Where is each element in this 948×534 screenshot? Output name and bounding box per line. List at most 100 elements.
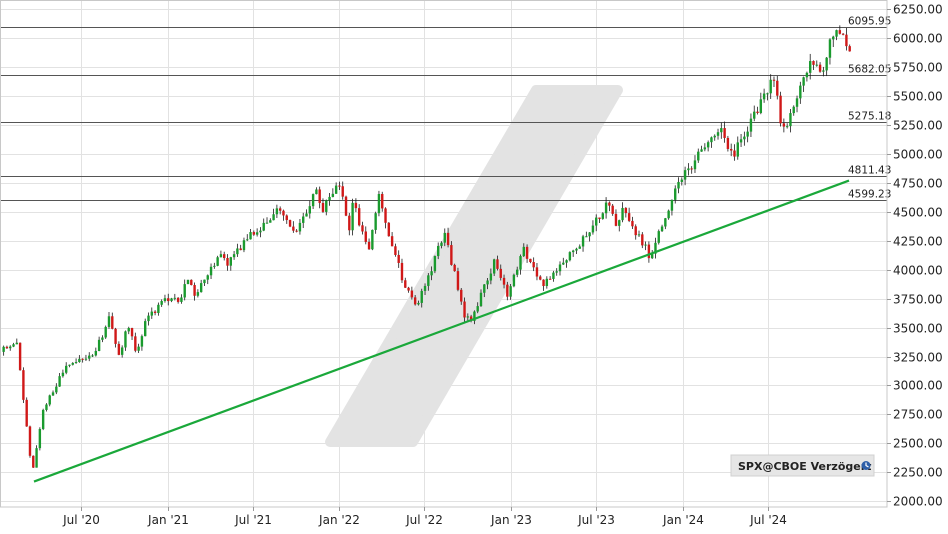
candle-down — [647, 244, 651, 259]
candle-up — [71, 363, 74, 365]
candle-up — [170, 298, 173, 302]
candle-down — [111, 316, 114, 329]
candle-down — [364, 231, 367, 242]
candle-up — [700, 149, 703, 152]
candle-up — [272, 214, 275, 221]
candle-down — [130, 328, 134, 337]
candle-up — [552, 272, 555, 279]
candle-up — [785, 126, 789, 128]
candle-up — [759, 99, 763, 114]
candle-up — [275, 208, 279, 215]
candle-down — [631, 220, 634, 227]
y-tick-label: 5000.00 — [893, 148, 943, 162]
candle-down — [729, 148, 733, 151]
candle-up — [74, 362, 78, 364]
candle-down — [285, 215, 288, 221]
candle-down — [361, 225, 364, 232]
candle-up — [328, 196, 331, 201]
watermark-logo — [325, 85, 623, 447]
candle-up — [173, 297, 177, 299]
candle-up — [430, 271, 433, 276]
candle-down — [548, 278, 552, 280]
horizontal-levels: 6095.95 5682.05 5275.18 4811.43 4599.23 — [0, 16, 891, 201]
candle-up — [302, 216, 305, 223]
candle-up — [545, 278, 549, 287]
candle-up — [249, 232, 252, 240]
y-tick-label: 5250.00 — [893, 119, 943, 133]
candle-up — [213, 265, 216, 267]
candle-up — [618, 220, 621, 226]
candle-up — [571, 250, 575, 253]
candle-up — [585, 236, 588, 238]
candle-up — [677, 181, 680, 189]
candle-down — [341, 186, 344, 197]
candle-up — [693, 160, 697, 170]
candle-down — [453, 264, 456, 272]
candle-down — [5, 346, 9, 349]
candle-up — [259, 230, 262, 233]
y-axis: 2000.00 2250.00 2500.00 2750.00 3000.00 3250.… — [887, 3, 943, 509]
candle-down — [357, 208, 361, 226]
candle-down — [733, 150, 736, 157]
candle-up — [35, 448, 38, 468]
candle-down — [153, 311, 157, 313]
candle-up — [45, 404, 48, 410]
candle-up — [48, 395, 51, 405]
candle-down — [818, 64, 822, 72]
candle-down — [502, 277, 506, 285]
candle-up — [78, 358, 81, 363]
candle-down — [190, 279, 193, 286]
candle-up — [436, 245, 440, 257]
candle-up — [716, 132, 720, 136]
y-tick-label: 2250.00 — [893, 466, 943, 480]
candle-up — [144, 321, 147, 337]
candle-down — [535, 267, 539, 277]
candle-up — [137, 346, 140, 351]
candle-up — [377, 194, 381, 214]
candle-up — [41, 409, 45, 430]
candle-up — [687, 168, 690, 171]
candle-up — [601, 213, 605, 219]
candle-up — [104, 326, 107, 338]
y-tick-label: 3500.00 — [893, 322, 943, 336]
candle-down — [193, 285, 196, 296]
candle-up — [183, 284, 186, 298]
candle-up — [236, 248, 239, 255]
candle-down — [278, 208, 282, 211]
candle-up — [835, 30, 838, 37]
candle-up — [242, 240, 246, 251]
candle-up — [802, 77, 805, 86]
candle-up — [101, 337, 104, 340]
candle-up — [825, 57, 828, 71]
candle-down — [338, 185, 341, 187]
candle-up — [769, 79, 772, 94]
candle-down — [384, 208, 387, 223]
candle-down — [627, 213, 631, 221]
candle-up — [443, 232, 446, 243]
candle-up — [91, 355, 94, 357]
candle-up — [621, 207, 624, 221]
candle-up — [512, 274, 516, 287]
candle-up — [578, 246, 581, 249]
candle-down — [499, 268, 502, 278]
y-tick-label: 6250.00 — [893, 3, 943, 17]
candle-down — [28, 426, 32, 456]
y-tick-label: 6000.00 — [893, 32, 943, 46]
y-tick-label: 5750.00 — [893, 61, 943, 75]
candle-up — [61, 372, 65, 377]
candle-up — [739, 139, 743, 143]
candle-up — [466, 316, 470, 318]
candle-up — [746, 131, 749, 137]
candle-down — [348, 215, 351, 231]
candle-up — [163, 298, 167, 301]
candle-up — [199, 283, 203, 293]
candle-up — [706, 142, 710, 148]
candle-up — [97, 339, 101, 351]
candle-up — [229, 257, 232, 266]
candle-up — [832, 36, 835, 40]
candle-up — [157, 304, 160, 313]
candle-up — [473, 311, 476, 321]
candle-down — [321, 202, 325, 212]
candle-up — [683, 170, 687, 180]
